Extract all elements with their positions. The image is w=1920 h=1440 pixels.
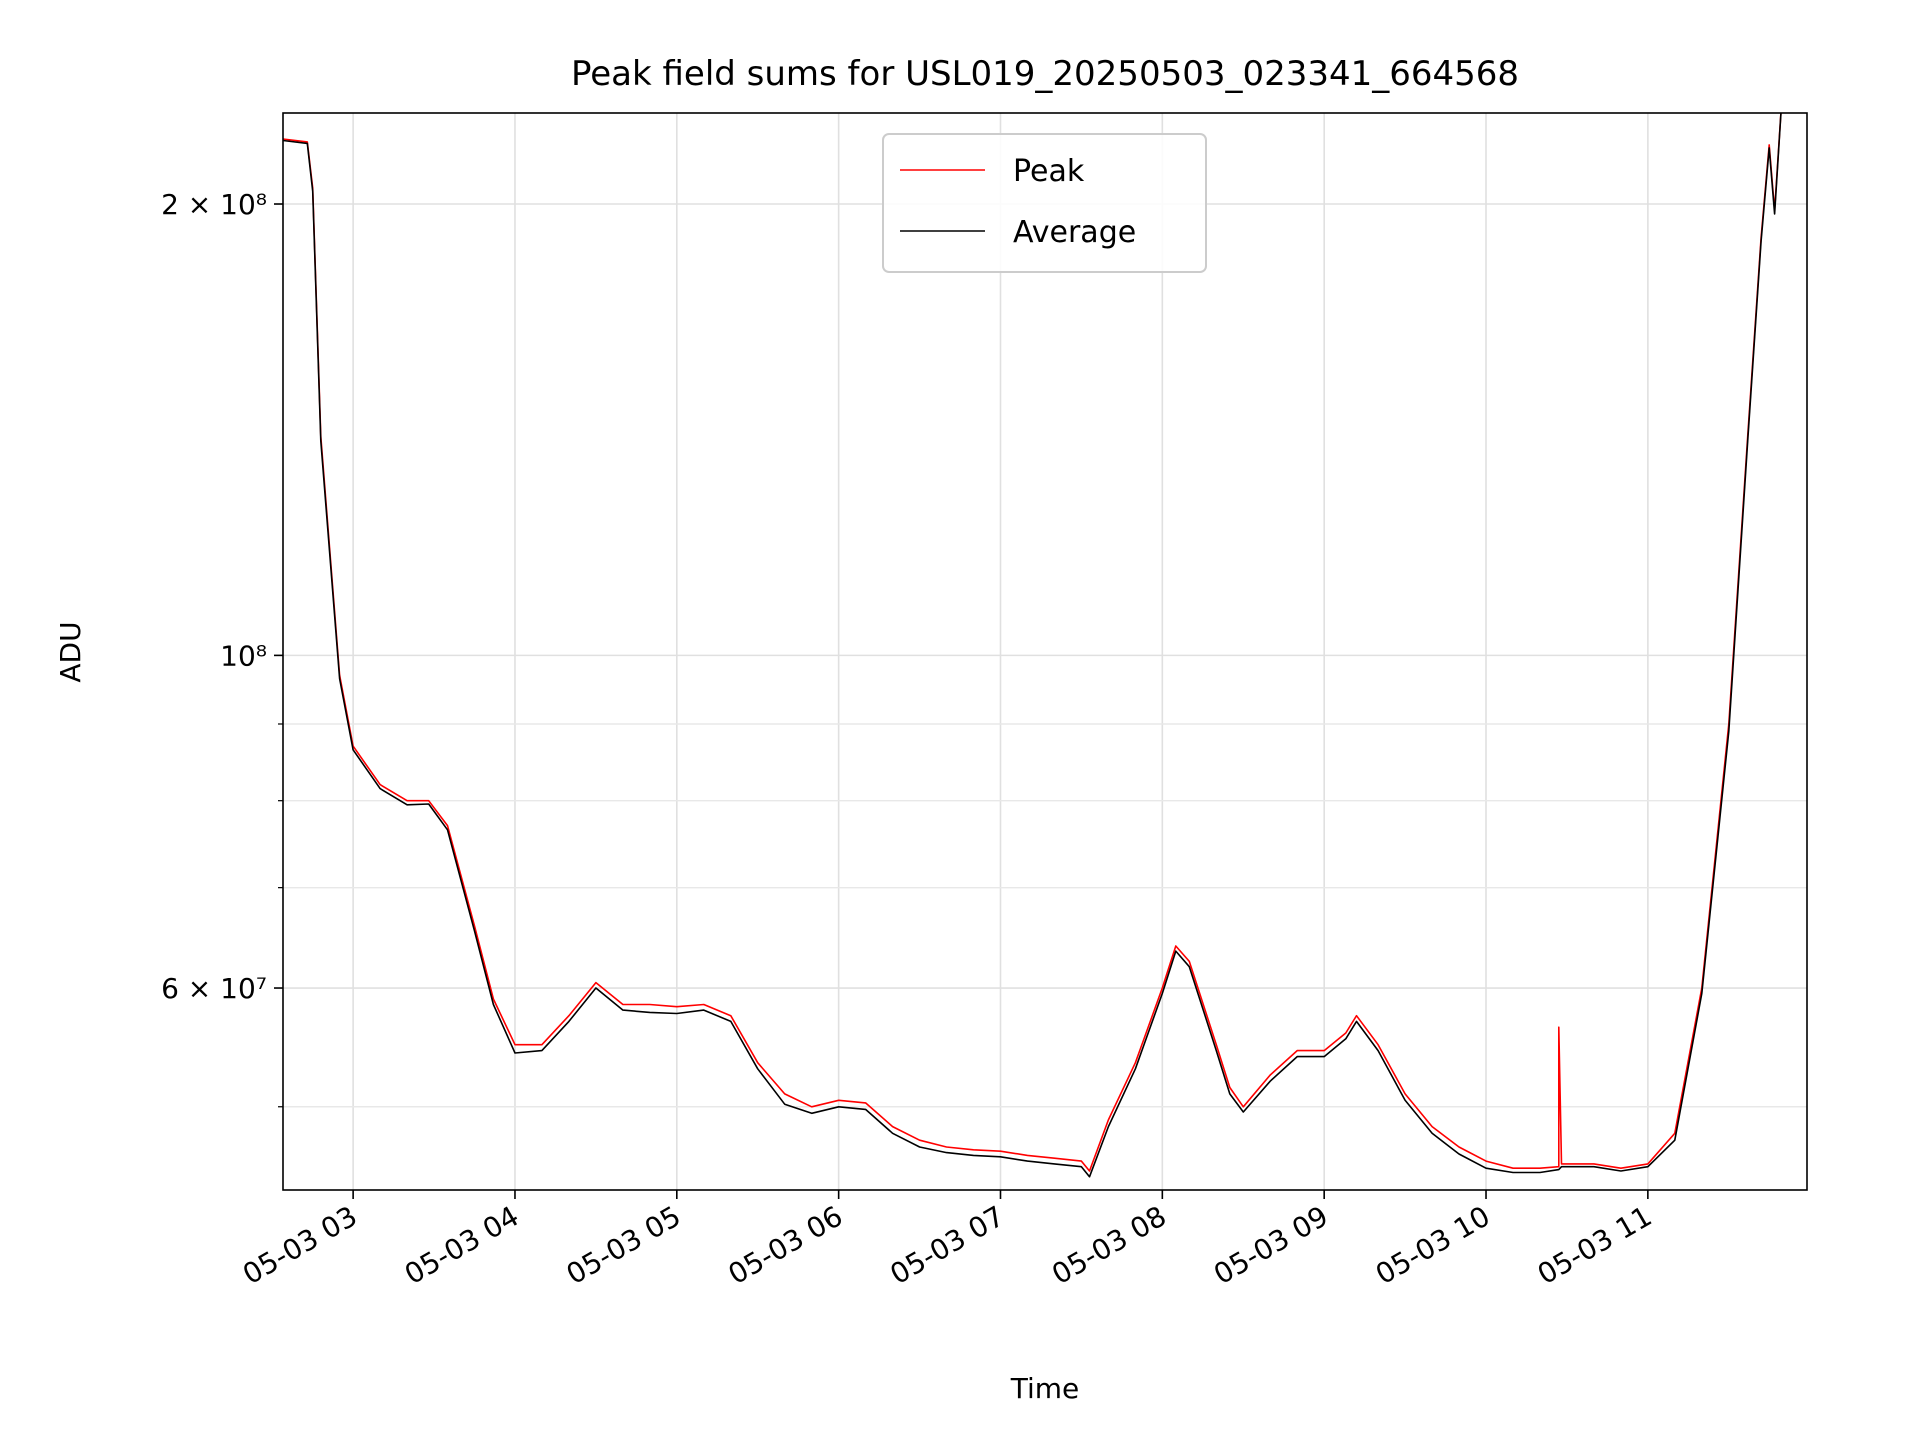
y-tick-label: 10⁸ <box>220 639 267 672</box>
legend: Peak Average <box>882 133 1207 273</box>
legend-label-peak: Peak <box>1013 154 1085 189</box>
series-lines <box>283 113 1782 1178</box>
chart-title: Peak field sums for USL019_20250503_0233… <box>571 54 1519 94</box>
legend-label-average: Average <box>1013 215 1136 250</box>
y-tick-label: 6 × 10⁷ <box>161 972 267 1005</box>
series-line-average <box>283 113 1782 1178</box>
y-tick-label: 2 × 10⁸ <box>161 188 267 221</box>
x-axis-label: Time <box>1010 1372 1080 1405</box>
plot-frame <box>282 112 1808 1191</box>
series-line-peak <box>283 113 1782 1172</box>
y-axis-label: ADU <box>54 621 87 682</box>
legend-box <box>882 133 1207 273</box>
